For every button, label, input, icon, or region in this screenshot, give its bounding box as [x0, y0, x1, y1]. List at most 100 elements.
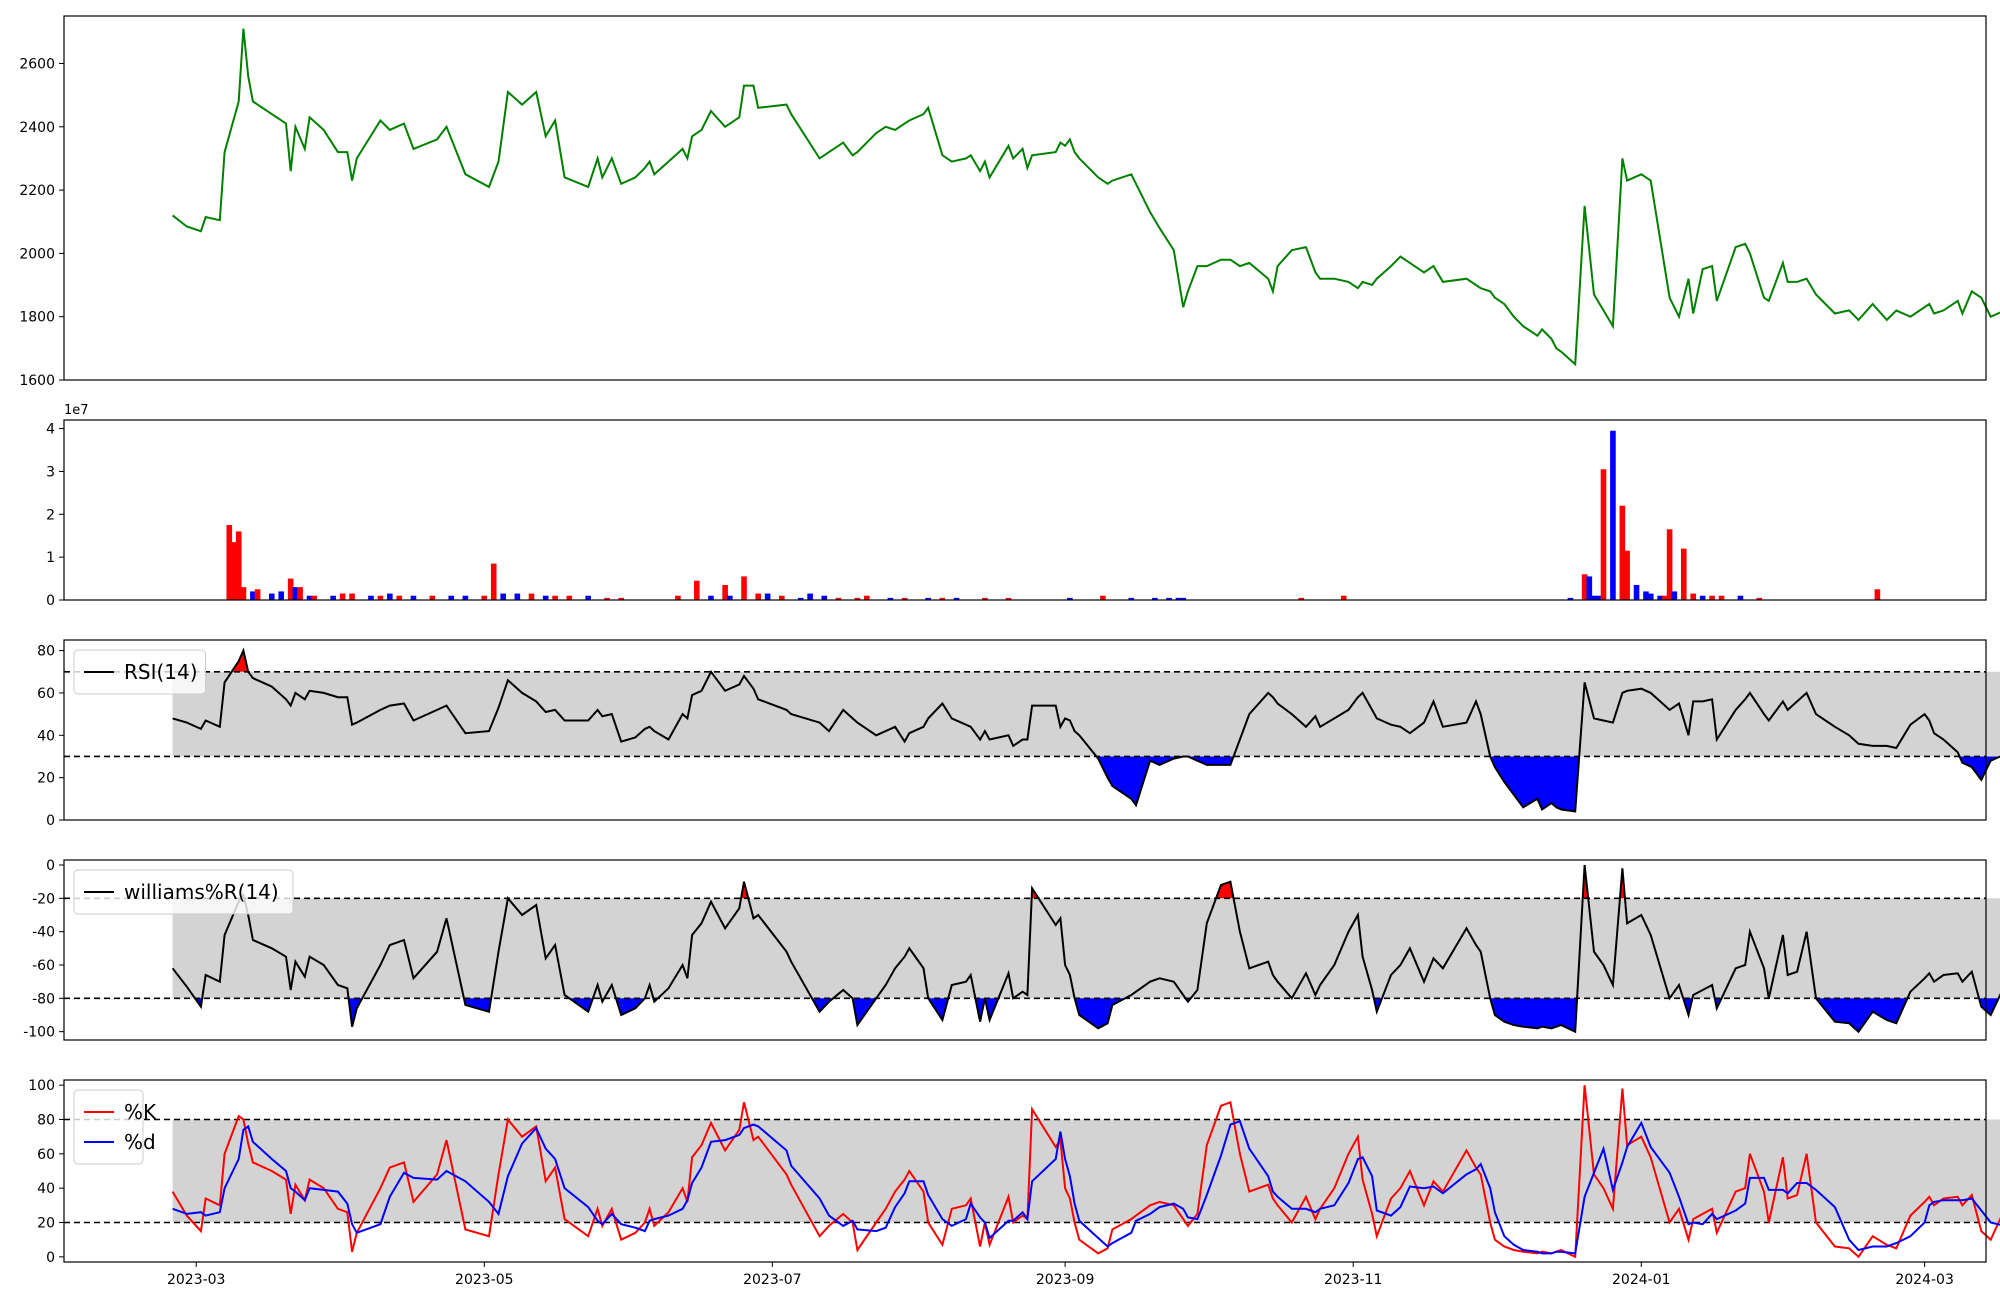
volume-bar [939, 597, 946, 600]
x-tick-label: 2023-05 [455, 1272, 514, 1288]
indicator-line [171, 864, 2000, 1034]
volume-bar [1662, 595, 1668, 600]
volume-bar [1680, 548, 1687, 600]
y-tick-label: 80 [37, 1112, 55, 1128]
volume-bar [807, 593, 813, 600]
volume-bar [1581, 574, 1588, 600]
volume-bar [448, 595, 455, 600]
volume-bar [1600, 469, 1607, 600]
legend-label: RSI(14) [124, 660, 198, 684]
volume-bar [462, 595, 469, 600]
x-tick-label: 2024-01 [1612, 1272, 1671, 1288]
y-tick-label: 20 [37, 1216, 55, 1232]
y-tick-label: 0 [46, 1250, 55, 1266]
y-tick-label: 60 [37, 686, 55, 702]
legend-box [73, 649, 206, 695]
volume-bar [1756, 597, 1763, 600]
volume-bar [1567, 597, 1574, 600]
legend-box [73, 869, 294, 915]
x-tick-label: 2023-07 [743, 1272, 802, 1288]
volume-bar [854, 597, 861, 600]
volume-bar [1690, 593, 1697, 600]
volume-bar [528, 593, 535, 600]
volume-bar [1709, 595, 1715, 600]
volume-bar [1591, 595, 1597, 600]
y-tick-label: -20 [32, 891, 55, 907]
y-tick-label: 2000 [19, 246, 55, 262]
volume-bar [1152, 597, 1158, 600]
volume-bar [250, 591, 256, 600]
volume-bar [287, 578, 294, 600]
volume-bar [708, 595, 714, 600]
volume-bar [268, 593, 275, 600]
panel-0-frame [63, 15, 1987, 381]
panel-0-background [64, 16, 1986, 380]
panel-2-legend: RSI(14) [73, 649, 206, 695]
volume-bar [1633, 585, 1640, 600]
volume-bar [693, 580, 700, 600]
volume-bar [741, 576, 747, 600]
y-tick-label: 2200 [19, 183, 55, 199]
y-tick-label: 60 [37, 1147, 55, 1163]
volume-bar [306, 595, 313, 600]
volume-bar [514, 593, 521, 600]
volume-bar [542, 595, 549, 600]
volume-bar [618, 597, 625, 600]
y-tick-label: 2600 [19, 56, 55, 72]
volume-bar [797, 597, 804, 600]
volume-bar [1128, 597, 1135, 600]
volume-bar [778, 595, 785, 600]
y-tick-label: 0 [46, 813, 55, 829]
volume-bar [755, 593, 761, 600]
y-tick-label: 3 [46, 464, 55, 480]
volume-bar [292, 587, 299, 600]
volume-bar [566, 595, 573, 600]
volume-bar [722, 585, 728, 600]
volume-bar [1175, 597, 1182, 600]
y-tick-label: -40 [32, 925, 55, 941]
panel-3-legend: williams%R(14) [73, 869, 294, 915]
y-tick-label: 20 [37, 771, 55, 787]
volume-bar [396, 595, 403, 600]
panel-2-frame [63, 639, 1987, 821]
volume-bar [901, 597, 908, 600]
x-tick-label: 2023-11 [1324, 1272, 1383, 1288]
panel-1-frame [63, 419, 1987, 601]
y-tick-label: 1 [46, 550, 55, 566]
volume-bar [490, 563, 497, 600]
panel-3-frame [63, 859, 1987, 1041]
y-tick-label: 100 [28, 1078, 55, 1094]
volume-bar [429, 595, 436, 600]
volume-bar [1610, 430, 1616, 600]
volume-bar [226, 525, 233, 600]
indicator-line [172, 647, 2000, 813]
volume-bar [887, 597, 894, 600]
volume-bar [1100, 595, 1106, 600]
y-tick-label: 2400 [19, 120, 55, 136]
x-tick-label: 2023-03 [167, 1272, 226, 1288]
volume-bar [1067, 597, 1073, 600]
volume-bar [278, 591, 285, 600]
volume-bar [1005, 597, 1012, 600]
volume-bar [585, 595, 591, 600]
volume-bar [500, 593, 506, 600]
x-tick-label: 2024-03 [1895, 1272, 1954, 1288]
price-line [171, 28, 2000, 367]
y-tick-label: 40 [37, 1181, 55, 1197]
volume-bar [1340, 595, 1347, 600]
y-tick-label: 2 [46, 507, 55, 523]
volume-bar [953, 597, 960, 600]
panel-4-band-fill [172, 1119, 2000, 1223]
volume-bar [1699, 595, 1706, 600]
volume-bar [1874, 589, 1881, 600]
panel-1-background [64, 420, 1986, 600]
volume-bar [1180, 597, 1186, 600]
volume-bar [311, 595, 318, 600]
volume-bar [1671, 591, 1678, 600]
volume-bar [368, 595, 374, 600]
x-tick-label: 2023-09 [1036, 1272, 1095, 1288]
y-tick-label: -100 [23, 1025, 55, 1041]
y-tick-label: 1800 [19, 310, 55, 326]
volume-bar [552, 595, 558, 600]
